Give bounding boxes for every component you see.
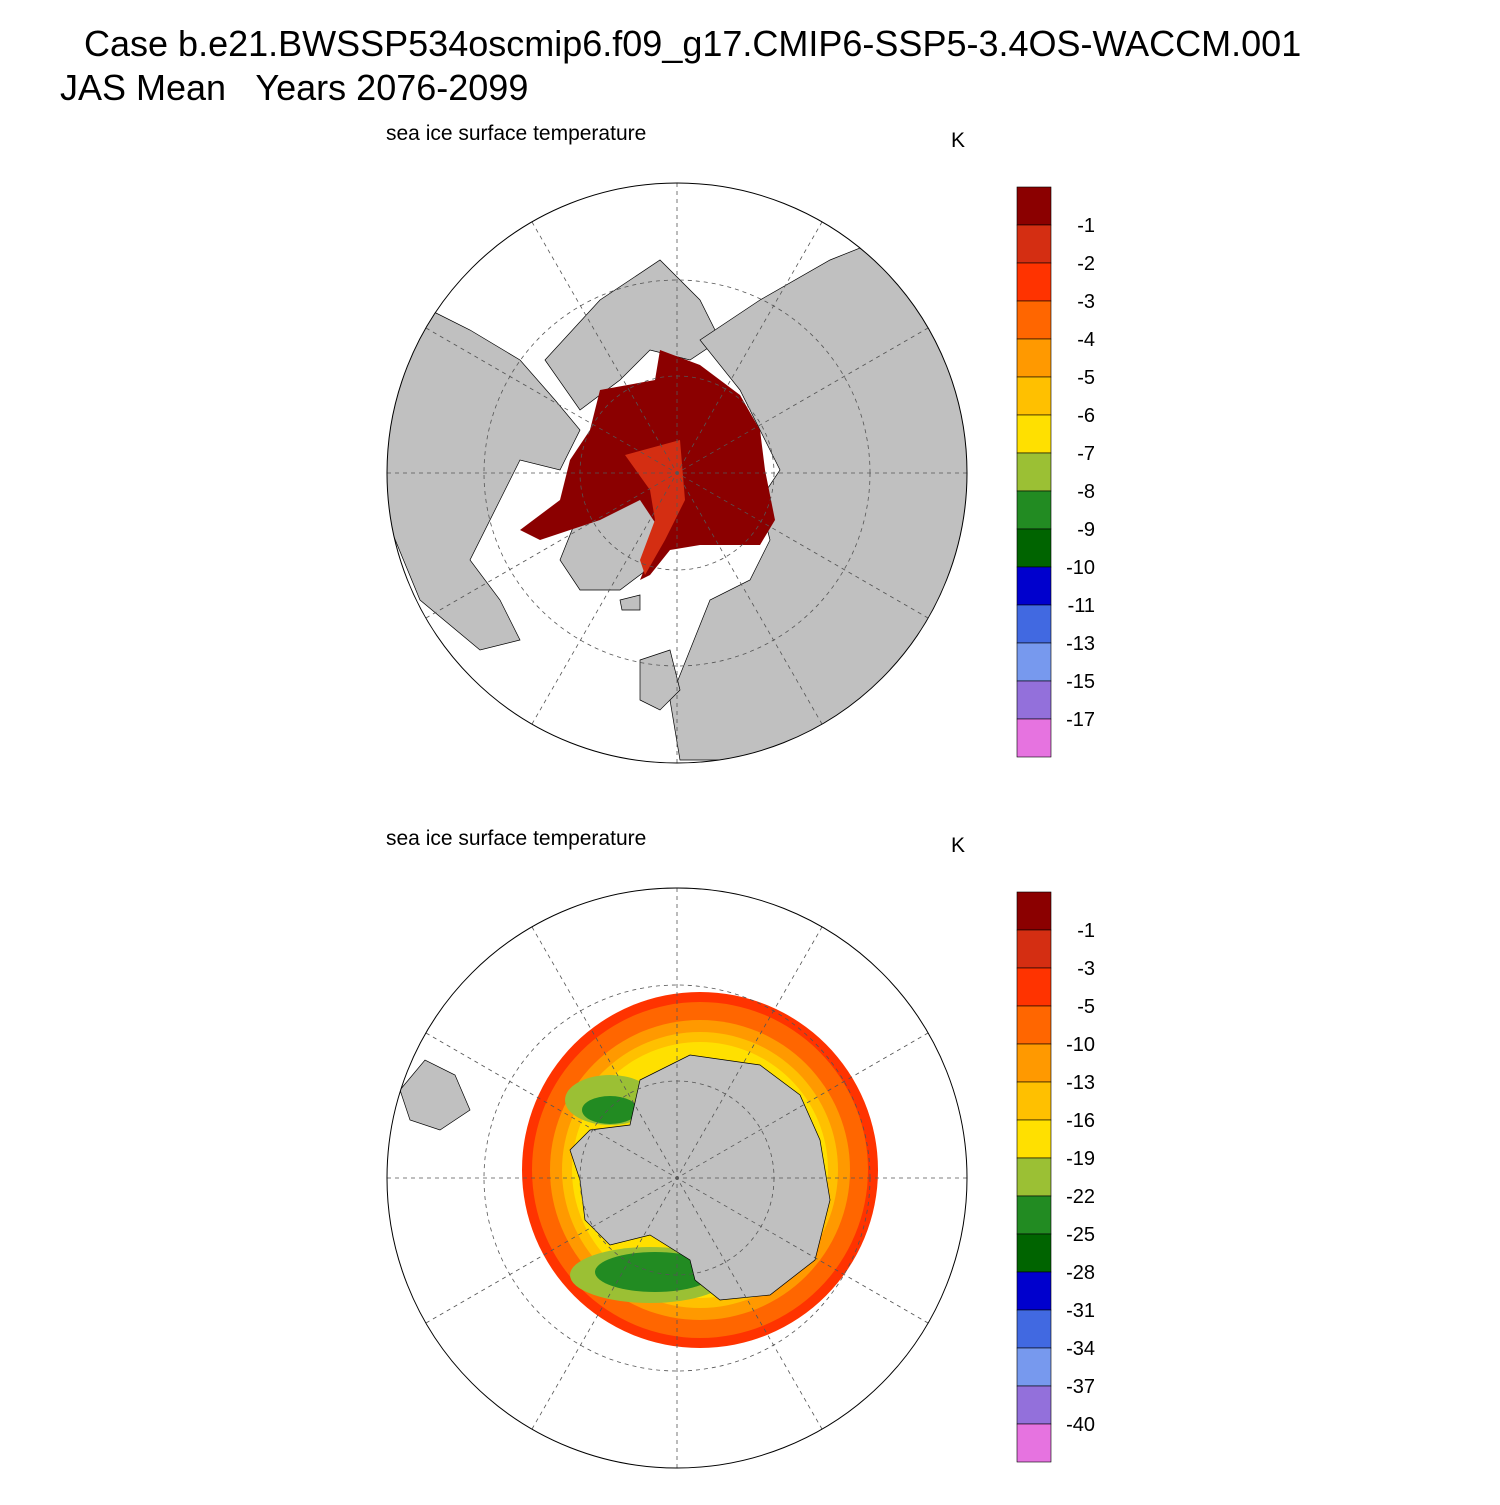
colorbar-label: -2: [1077, 253, 1095, 275]
panel: sea ice surface temperature K -1 -2 -3 -4 -5…: [386, 122, 1095, 764]
colorbar-label: -13: [1066, 1072, 1095, 1094]
colorbar-box: [1016, 300, 1052, 340]
colorbar-box: [1016, 528, 1052, 568]
colorbar-label: -3: [1077, 291, 1095, 313]
colorbar-box: [1016, 224, 1052, 264]
colorbar-label: -40: [1066, 1414, 1095, 1436]
colorbar-box: [1016, 1195, 1052, 1235]
units: K: [951, 129, 965, 152]
map-border: [386, 887, 968, 1469]
colorbar-label: -1: [1077, 215, 1095, 237]
colorbar-label: -28: [1066, 1262, 1095, 1284]
colorbar-box: [1016, 1233, 1052, 1273]
units: K: [951, 834, 965, 857]
panel: sea ice surface temperature K -1 -3 -5 -10 -…: [386, 827, 1095, 1469]
colorbar-label: -8: [1077, 481, 1095, 503]
colorbar-label: -10: [1066, 1034, 1095, 1056]
colorbar-box: [1016, 1157, 1052, 1197]
colorbar-label: -15: [1066, 671, 1095, 693]
colorbar-box: [1016, 414, 1052, 454]
colorbar-box: [1016, 376, 1052, 416]
colorbar-label: -17: [1066, 709, 1095, 731]
sea-ice: [595, 1252, 715, 1292]
colorbar-box: [1016, 1347, 1052, 1387]
colorbar-box: [1016, 891, 1052, 931]
colorbar-label: -9: [1077, 519, 1095, 541]
colorbar-label: -3: [1077, 958, 1095, 980]
colorbar-label: -31: [1066, 1300, 1095, 1322]
colorbar-box: [1016, 1271, 1052, 1311]
colorbar-box: [1016, 642, 1052, 682]
colorbar-box: [1016, 967, 1052, 1007]
colorbar-label: -10: [1066, 557, 1095, 579]
colorbar-box: [1016, 338, 1052, 378]
colorbar-box: [1016, 718, 1052, 758]
colorbar-label: -22: [1066, 1186, 1095, 1208]
sea-ice: [625, 440, 685, 575]
colorbar-box: [1016, 452, 1052, 492]
colorbar-box: [1016, 1081, 1052, 1121]
colorbar-box: [1016, 262, 1052, 302]
colorbar-label: -25: [1066, 1224, 1095, 1246]
colorbar-box: [1016, 490, 1052, 530]
colorbar-label: -13: [1066, 633, 1095, 655]
map: [387, 888, 967, 1468]
colorbar-label: -7: [1077, 443, 1095, 465]
colorbar-box: [1016, 566, 1052, 606]
colorbar-label: -5: [1077, 996, 1095, 1018]
colorbar-box: [1016, 1119, 1052, 1159]
colorbar-box: [1016, 1423, 1052, 1463]
colorbar-label: -1: [1077, 920, 1095, 942]
colorbar-box: [1016, 604, 1052, 644]
colorbar-label: -11: [1068, 595, 1095, 617]
colorbar-box: [1016, 1309, 1052, 1349]
colorbar-box: [1016, 1043, 1052, 1083]
figure-subtitle: JAS Mean Years 2076-2099: [60, 67, 528, 108]
map-border: [386, 182, 968, 764]
colorbar-label: -5: [1077, 367, 1095, 389]
colorbar-label: -16: [1066, 1110, 1095, 1132]
colorbar-box: [1016, 680, 1052, 720]
colorbar-label: -6: [1077, 405, 1095, 427]
colorbar-box: [1016, 929, 1052, 969]
colorbar-box: [1016, 1005, 1052, 1045]
map: [387, 183, 967, 763]
colorbar-label: -19: [1066, 1148, 1095, 1170]
colorbar-box: [1016, 1385, 1052, 1425]
colorbar-label: -34: [1066, 1338, 1095, 1360]
colorbar-label: -37: [1066, 1376, 1095, 1398]
sea-ice: [582, 1096, 638, 1124]
colorbar-label: -4: [1077, 329, 1095, 351]
panel-title: sea ice surface temperature: [386, 827, 646, 850]
colorbar-box: [1016, 186, 1052, 226]
figure-title: Case b.e21.BWSSP534oscmip6.f09_g17.CMIP6…: [84, 23, 1301, 64]
panel-title: sea ice surface temperature: [386, 122, 646, 145]
